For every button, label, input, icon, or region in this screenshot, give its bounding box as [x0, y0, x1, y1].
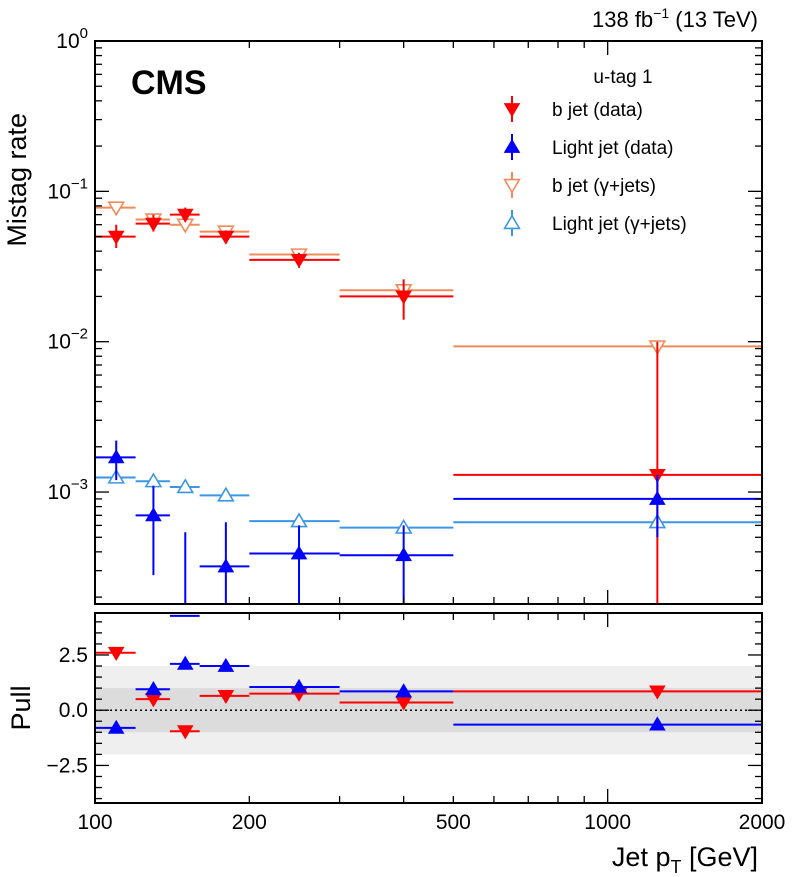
legend-marker: [503, 103, 521, 118]
data-point: [395, 547, 412, 562]
data-point: [176, 478, 195, 494]
y-tick-label: 100: [56, 25, 88, 53]
legend-item: b jet (γ+jets): [503, 172, 656, 198]
x-axis-title: Jet pT [GeV]: [612, 842, 758, 877]
pull-point: [395, 683, 412, 698]
pull-y-tick-label: 2.5: [59, 644, 88, 667]
data-point: [217, 486, 235, 502]
legend-title: u-tag 1: [593, 67, 652, 88]
pull-point: [290, 678, 308, 693]
legend-label: Light jet (γ+jets): [552, 214, 687, 235]
legend-label: b jet (γ+jets): [552, 176, 656, 197]
legend-item: Light jet (γ+jets): [503, 210, 687, 236]
y-tick-label: 10−2: [48, 326, 88, 354]
legend-marker: [503, 178, 521, 194]
x-tick-label: 200: [232, 811, 267, 834]
pull-y-tick-label: −2.5: [47, 754, 88, 777]
y-axis-title: Mistag rate: [2, 113, 32, 247]
pull-panel: −2.5 0.0 2.5 100 200 500 1000 2000 Pull: [6, 612, 786, 834]
pull-point: [145, 681, 162, 696]
legend-marker: [503, 214, 521, 230]
main-panel: 10−3 10−2 10−1 100 CMS u-tag 1 b jet (data)…: [2, 25, 763, 617]
legend: u-tag 1 b jet (data) Light jet (data) b je…: [503, 67, 687, 236]
legend-label: Light jet (data): [552, 138, 673, 159]
data-point: [290, 545, 308, 560]
data-point: [107, 201, 126, 217]
pull-panel-frame: [94, 612, 763, 804]
series-b-jet-data-: [95, 207, 762, 604]
y-tick-label: 10−3: [48, 476, 88, 504]
pull-point: [107, 646, 125, 661]
pull-point: [217, 689, 235, 705]
y-tick-label: 10−1: [48, 175, 88, 203]
x-tick-label: 100: [77, 811, 112, 834]
data-point: [107, 449, 125, 464]
legend-item: b jet (data): [503, 96, 643, 122]
data-point: [145, 217, 162, 232]
pull-point: [176, 725, 194, 740]
experiment-label: CMS: [131, 64, 207, 102]
data-point: [395, 290, 412, 305]
data-point: [145, 507, 162, 522]
data-point: [107, 230, 125, 245]
data-point: [217, 230, 235, 245]
pull-point: [107, 719, 125, 734]
pull-point: [649, 716, 666, 731]
pull-point: [176, 655, 194, 670]
x-tick-label: 500: [436, 811, 471, 834]
data-point: [217, 558, 235, 573]
data-point: [290, 253, 308, 269]
pull-point: [649, 685, 666, 700]
main-panel-frame: [94, 40, 763, 605]
data-point: [649, 490, 666, 505]
legend-marker: [503, 138, 521, 153]
series-light-jet-data-: [95, 440, 762, 617]
lumi-label: 138 fb−1 (13 TeV): [592, 5, 758, 32]
legend-label: b jet (data): [552, 100, 643, 121]
pull-axis-title: Pull: [6, 685, 36, 730]
pull-series-b-jet: [95, 646, 762, 740]
x-tick-label: 1000: [584, 811, 631, 834]
pull-y-tick-label: 0.0: [59, 699, 88, 722]
data-point: [176, 208, 194, 223]
pull-series-light-jet: [95, 655, 762, 734]
x-tick-label: 2000: [739, 811, 786, 834]
legend-item: Light jet (data): [503, 134, 673, 160]
pull-point: [217, 657, 235, 672]
